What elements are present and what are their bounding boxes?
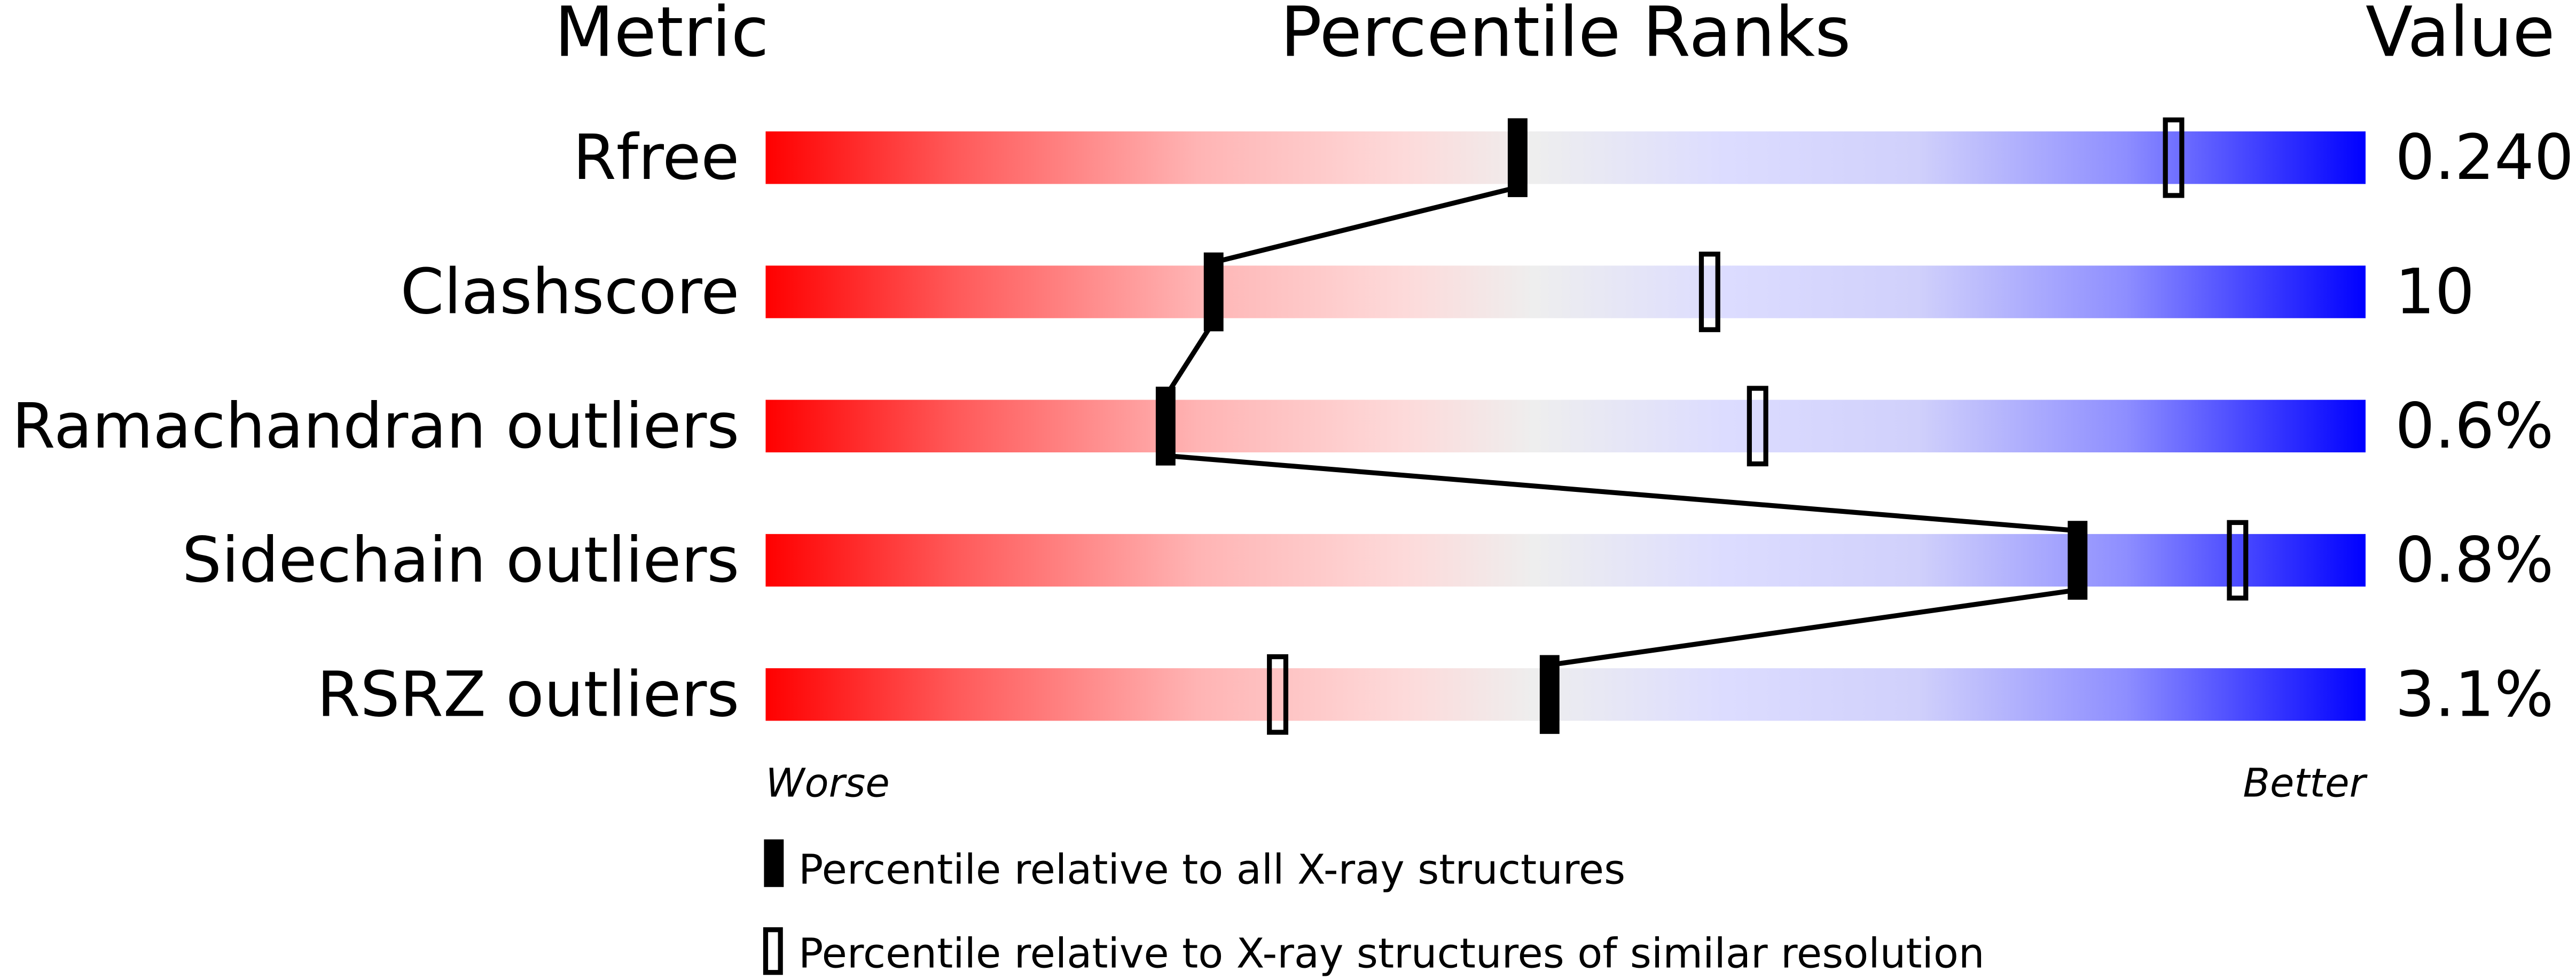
percentile-bar bbox=[765, 131, 2366, 184]
metric-label: Clashscore bbox=[401, 255, 740, 328]
connector-line bbox=[1549, 587, 2078, 668]
header-value: Value bbox=[2366, 0, 2555, 73]
connector-line bbox=[1213, 185, 1518, 265]
similar-resolution-marker bbox=[1747, 386, 1768, 467]
header-metric: Metric bbox=[554, 0, 769, 73]
legend-similar-resolution: Percentile relative to X-ray structures … bbox=[798, 930, 1985, 977]
all-structures-marker bbox=[1155, 386, 1176, 466]
similar-resolution-marker bbox=[1698, 252, 1720, 332]
metric-label: Rfree bbox=[573, 121, 740, 194]
all-structures-marker bbox=[1539, 655, 1560, 734]
metric-label: RSRZ outliers bbox=[317, 658, 739, 731]
percentile-bar bbox=[765, 534, 2366, 587]
metric-value: 3.1% bbox=[2395, 658, 2554, 731]
metric-value: 0.6% bbox=[2395, 390, 2554, 463]
axis-worse-label: Worse bbox=[765, 761, 889, 806]
metric-value: 0.8% bbox=[2395, 524, 2554, 597]
similar-resolution-marker bbox=[2163, 117, 2184, 198]
legend-open-marker-icon bbox=[763, 927, 783, 975]
connector-line bbox=[1165, 453, 2078, 534]
all-structures-marker bbox=[1507, 118, 1528, 198]
all-structures-marker bbox=[1203, 252, 1224, 332]
metric-value: 0.240 bbox=[2395, 121, 2574, 194]
similar-resolution-marker bbox=[2227, 520, 2249, 601]
metric-value: 10 bbox=[2395, 255, 2475, 328]
metric-label: Ramachandran outliers bbox=[12, 390, 739, 463]
percentile-bar bbox=[765, 668, 2366, 721]
header-percentile-ranks: Percentile Ranks bbox=[1280, 0, 1851, 73]
metric-label: Sidechain outliers bbox=[182, 524, 739, 597]
legend-filled-marker-icon bbox=[764, 839, 784, 887]
legend-all-structures: Percentile relative to all X-ray structu… bbox=[798, 847, 1625, 894]
percentile-bar bbox=[765, 265, 2366, 318]
percentile-bar bbox=[765, 400, 2366, 452]
all-structures-marker bbox=[2068, 521, 2088, 600]
connector-line bbox=[1163, 320, 1216, 398]
axis-better-label: Better bbox=[2243, 761, 2368, 806]
similar-resolution-marker bbox=[1267, 654, 1289, 735]
